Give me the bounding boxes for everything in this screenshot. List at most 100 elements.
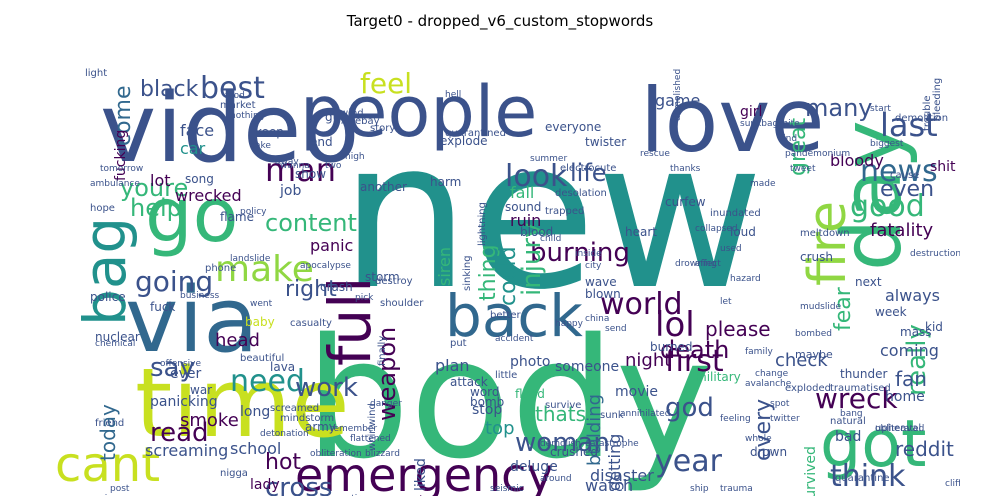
cloud-word-maybe: maybe — [795, 348, 833, 361]
cloud-word-explode: explode — [440, 134, 488, 148]
cloud-word-flattened: flattened — [350, 434, 391, 444]
cloud-word-two: two — [325, 161, 342, 171]
cloud-word-someone: someone — [555, 359, 619, 375]
cloud-word-screaming: screaming — [145, 441, 228, 460]
cloud-word-lava: lava — [270, 360, 295, 374]
cloud-word-drown: drown — [750, 445, 787, 459]
cloud-word-obliterated: obliterated — [875, 424, 924, 434]
cloud-word-tomorrow: tomorrow — [100, 164, 143, 174]
cloud-word-guy: guy — [325, 110, 347, 124]
cloud-word-ever: ever — [170, 366, 202, 382]
cloud-word-make: make — [215, 249, 314, 290]
cloud-word-screamed: screamed — [270, 403, 319, 414]
cloud-word-crush: crush — [800, 250, 833, 264]
cloud-word-friend: friend — [95, 418, 124, 429]
cloud-word-china: china — [585, 314, 609, 324]
cloud-word-nuclear: nuclear — [95, 330, 140, 344]
cloud-word-light: light — [85, 68, 107, 79]
cloud-word-good: good — [850, 189, 925, 224]
cloud-word-pandemonium: pandemonium — [785, 149, 850, 159]
cloud-word-shoulder: shoulder — [380, 298, 424, 309]
cloud-word-end: end — [310, 135, 333, 149]
cloud-word-bad: bad — [835, 429, 861, 445]
cloud-word-cliff: cliff — [945, 479, 960, 489]
cloud-word-survived: survived — [803, 446, 819, 496]
cloud-word-youre: youre — [120, 174, 188, 202]
cloud-word-man: man — [265, 151, 336, 189]
cloud-word-bag: bag — [71, 217, 139, 326]
cloud-word-black: black — [140, 77, 199, 102]
cloud-word-inside: inside — [575, 249, 602, 259]
cloud-word-sound: sound — [505, 200, 541, 214]
cloud-word-sunk: sunk — [600, 410, 624, 421]
cloud-word-harm: harm — [430, 175, 461, 189]
cloud-word-look: look — [505, 159, 568, 194]
cloud-word-seismic: seismic — [490, 484, 524, 494]
cloud-word-disaster: disaster — [590, 466, 654, 485]
cloud-word-bombed: bombed — [795, 329, 832, 339]
cloud-word-find: find — [780, 134, 797, 144]
cloud-word-lot: lot — [150, 171, 171, 190]
cloud-word-exploded: exploded — [785, 383, 831, 394]
cloud-word-face: face — [180, 121, 214, 140]
cloud-word-next: next — [855, 275, 882, 289]
cloud-word-work: work — [295, 373, 358, 403]
cloud-word-white: white — [775, 119, 800, 129]
cloud-word-war: war — [190, 383, 212, 397]
cloud-word-home: home — [885, 389, 925, 405]
cloud-word-getting: getting — [605, 434, 624, 491]
cloud-word-wanna: wanna — [280, 161, 310, 171]
cloud-word-girl: girl — [740, 104, 762, 120]
cloud-word-summer: summer — [530, 154, 567, 164]
cloud-word-injury: injury — [517, 223, 547, 296]
cloud-word-go: go — [145, 171, 239, 259]
cloud-word-fatality: fatality — [870, 220, 934, 241]
cloud-word-annihilated: annihilated — [620, 409, 670, 419]
cloud-word-fall: fall — [510, 183, 534, 202]
cloud-word-ship: ship — [690, 484, 709, 494]
cloud-word-everyone: everyone — [545, 120, 601, 134]
cloud-word-help: help — [130, 194, 182, 222]
cloud-word-blood: blood — [520, 225, 553, 239]
cloud-word-full: full — [316, 277, 384, 366]
cloud-word-trapped: trapped — [545, 206, 584, 217]
cloud-word-destruction: destruction — [910, 249, 960, 259]
cloud-word-really: really — [902, 324, 932, 396]
cloud-word-desolation: desolation — [555, 188, 607, 199]
cloud-word-heart: heart — [625, 225, 657, 239]
cloud-word-crushed: crushed — [550, 445, 598, 459]
cloud-word-watch: watch — [585, 476, 633, 495]
cloud-word-smoke: smoke — [180, 410, 239, 431]
cloud-word-hot: hot — [265, 450, 301, 475]
cloud-word-family: family — [745, 347, 773, 357]
cloud-word-need: need — [230, 364, 305, 399]
cloud-word-accident: accident — [495, 334, 534, 344]
cloud-word-building: building — [584, 394, 605, 466]
cloud-word-last: last — [880, 106, 938, 144]
cloud-word-ambulance: ambulance — [90, 179, 140, 189]
cloud-word-always: always — [885, 286, 940, 305]
cloud-word-fan: fan — [895, 367, 927, 391]
cloud-word-made: made — [750, 179, 776, 189]
cloud-word-start: start — [870, 104, 891, 114]
cloud-word-phone: phone — [205, 263, 236, 274]
cloud-word-long: long — [240, 404, 270, 420]
cloud-word-show: show — [295, 167, 326, 181]
cloud-word-quarantine: quarantine — [835, 473, 890, 484]
cloud-word-food: food — [225, 91, 245, 101]
cloud-word-since: since — [100, 494, 124, 496]
cloud-word-blizzard: blizzard — [365, 449, 400, 459]
cloud-word-year: year — [655, 444, 723, 479]
cloud-word-fucking: fucking — [113, 130, 129, 181]
cloud-word-please: please — [705, 317, 771, 341]
cloud-word-sunkbag: sunkbag — [740, 119, 778, 129]
cloud-word-woman: woman — [515, 428, 610, 458]
cloud-word-went: went — [250, 299, 273, 309]
cloud-word-bleeding: bleeding — [932, 78, 943, 121]
cloud-word-fuck: fuck — [150, 300, 175, 314]
cloud-word-thanks: thanks — [670, 164, 701, 174]
cloud-word-night: night — [625, 350, 671, 371]
cloud-word-many: many — [805, 94, 873, 122]
cloud-word-service: service — [335, 494, 392, 496]
